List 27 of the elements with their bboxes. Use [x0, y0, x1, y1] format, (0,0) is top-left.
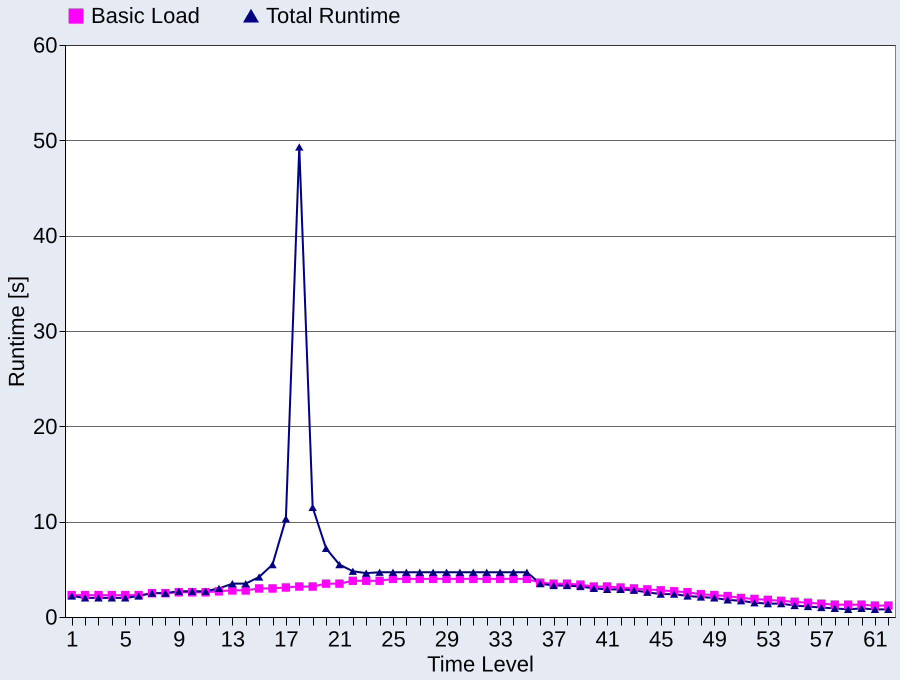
x-tick-label: 29: [434, 626, 460, 652]
x-tick-label: 41: [595, 626, 620, 652]
x-tick-label: 45: [648, 626, 674, 652]
x-tick-label: 1: [66, 626, 78, 652]
legend-label: Basic Load: [91, 3, 200, 28]
x-tick-label: 33: [488, 626, 513, 652]
legend-label: Total Runtime: [266, 3, 401, 28]
y-tick-label: 40: [33, 223, 58, 248]
y-tick-label: 50: [33, 128, 58, 153]
x-tick-label: 61: [863, 626, 888, 652]
x-tick-label: 57: [810, 626, 834, 652]
y-tick-label: 0: [45, 604, 58, 630]
x-tick-label: 37: [542, 626, 566, 652]
y-tick-label: 30: [33, 318, 58, 344]
x-tick-label: 25: [381, 626, 406, 652]
x-tick-label: 5: [120, 626, 132, 652]
x-tick-label: 21: [328, 626, 352, 652]
y-tick-label: 60: [33, 32, 58, 58]
x-tick-label: 49: [702, 626, 728, 652]
x-axis-title: Time Level: [427, 652, 534, 676]
y-tick-label: 20: [33, 414, 58, 439]
x-tick-label: 9: [173, 626, 186, 652]
y-tick-label: 10: [33, 509, 58, 534]
x-tick-label: 13: [220, 626, 246, 652]
y-axis-title: Runtime [s]: [4, 276, 30, 388]
x-tick-label: 17: [274, 626, 299, 652]
x-tick-label: 53: [756, 626, 781, 652]
